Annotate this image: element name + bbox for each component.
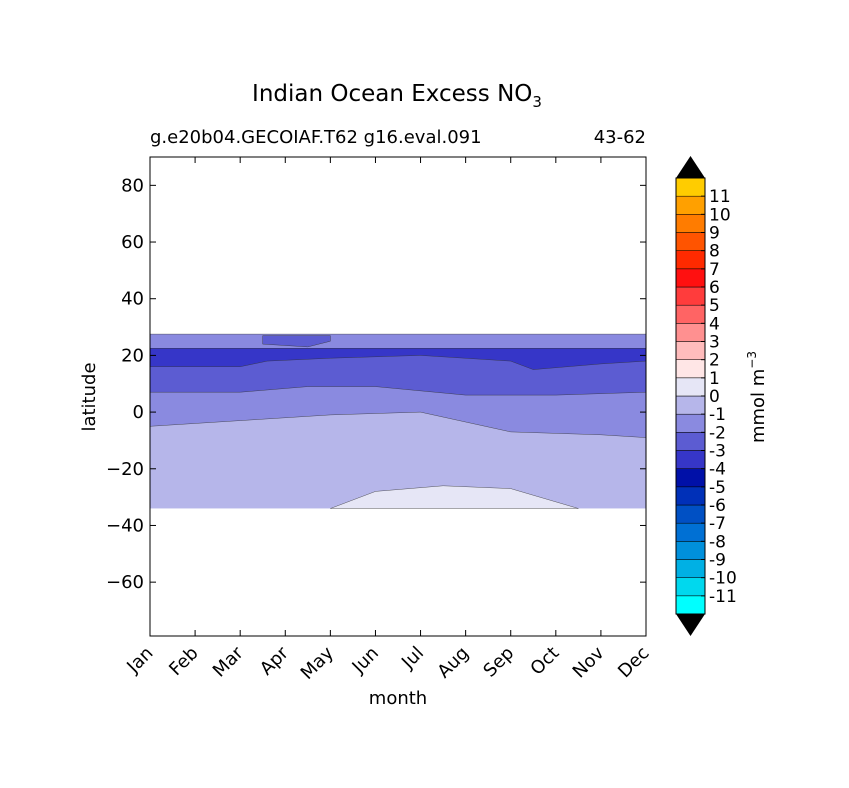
colorbar-tick-label: -11 xyxy=(709,587,737,607)
colorbar-tick-label: -3 xyxy=(709,442,726,462)
x-tick-label: May xyxy=(297,642,338,683)
colorbar-tick-label: 9 xyxy=(709,224,720,244)
x-tick-label: Nov xyxy=(569,642,609,682)
colorbar-tick-label: -8 xyxy=(709,532,726,552)
colorbar-extend-top xyxy=(676,156,705,178)
colorbar-swatch xyxy=(675,268,706,288)
contour-band-4 xyxy=(330,485,579,509)
colorbar-swatch xyxy=(675,195,706,215)
colorbar-tick-label: 5 xyxy=(709,296,720,316)
colorbar-tick-label: 1 xyxy=(709,369,720,389)
colorbar-tick-label: 3 xyxy=(709,333,720,353)
colorbar-swatch xyxy=(675,232,706,251)
colorbar-tick-label: -7 xyxy=(709,514,726,534)
x-tick-label: Apr xyxy=(256,642,293,679)
colorbar-tick-label: -10 xyxy=(709,569,737,589)
colorbar-swatch xyxy=(675,413,706,433)
colorbar-swatch xyxy=(675,250,706,270)
colorbar-tick-label: -6 xyxy=(709,496,726,516)
colorbar-swatch xyxy=(675,450,706,469)
x-tick-label: Oct xyxy=(526,643,563,680)
colorbar-swatch xyxy=(675,559,706,578)
colorbar-swatch xyxy=(675,541,706,560)
colorbar-tick-label: 8 xyxy=(709,242,720,262)
y-tick-label: 80 xyxy=(121,175,144,196)
plot-frame xyxy=(149,156,647,637)
colorbar-swatch xyxy=(675,286,706,306)
y-tick-label: 20 xyxy=(121,345,144,366)
colorbar-swatch xyxy=(675,432,706,451)
colorbar-swatch xyxy=(675,377,706,397)
y-tick-label: 40 xyxy=(121,289,144,310)
colorbar-swatch xyxy=(675,468,706,488)
contour-fills xyxy=(149,333,647,509)
colorbar-swatch xyxy=(675,595,706,615)
colorbar-swatch xyxy=(675,359,706,379)
x-tick-label: Jul xyxy=(397,643,428,674)
chart-title-subscript: 3 xyxy=(532,93,542,111)
colorbar-extend-bottom xyxy=(676,614,705,636)
colorbar-label-exponent: −3 xyxy=(745,351,759,369)
x-tick-label: Sep xyxy=(479,643,518,682)
colorbar-tick-label: -5 xyxy=(709,478,726,498)
x-tick-label: Jan xyxy=(122,643,157,678)
chart-subtitle-left: g.e20b04.GECOIAF.T62 g16.eval.091 xyxy=(150,127,482,148)
colorbar-swatch xyxy=(675,504,706,524)
chart-subtitle-right: 43-62 xyxy=(594,127,646,148)
colorbar-tick-label: 2 xyxy=(709,351,720,371)
colorbar-swatch xyxy=(675,304,706,324)
colorbar-tick-label: 7 xyxy=(709,260,720,280)
colorbar-label: mmol m−3 xyxy=(745,351,769,443)
colorbar-swatch xyxy=(675,486,706,506)
x-tick-label: Feb xyxy=(165,643,202,680)
colorbar-swatch xyxy=(675,323,706,342)
colorbar-tick-label: -4 xyxy=(709,460,726,480)
colorbar-tick-label: -2 xyxy=(709,423,726,443)
colorbar-tick-label: -9 xyxy=(709,551,726,571)
colorbar-tick-label: 10 xyxy=(709,205,731,225)
x-axis-label: month xyxy=(369,688,427,709)
colorbar-tick-label: 4 xyxy=(709,314,720,334)
colorbar-swatch xyxy=(675,395,706,415)
chart-title: Indian Ocean Excess NO3 xyxy=(252,81,542,111)
colorbar-tick-label: 0 xyxy=(709,387,720,407)
contour-band-3 xyxy=(262,335,331,348)
colorbar-tick-label: 11 xyxy=(709,187,731,207)
colorbar-swatch xyxy=(675,577,706,597)
y-tick-label: 0 xyxy=(133,402,144,423)
colorbar-tick-label: 6 xyxy=(709,278,720,298)
y-tick-label: −20 xyxy=(106,459,144,480)
colorbar-swatch xyxy=(675,177,706,197)
plot-area: 80 60 40 20 0 −20 −40 −60 Jan Feb Mar Apr May Jun Jul… xyxy=(106,156,654,684)
y-axis-label: latitude xyxy=(79,362,100,431)
y-tick-label: −40 xyxy=(106,515,144,536)
y-tick-label: −60 xyxy=(106,572,144,593)
x-tick-label: Mar xyxy=(209,642,248,681)
x-tick-label: Jun xyxy=(348,643,383,678)
x-tick-label: Dec xyxy=(614,643,653,682)
colorbar-swatch xyxy=(675,341,706,360)
colorbar-swatch xyxy=(675,522,706,542)
colorbar-tick-label: -1 xyxy=(709,405,726,425)
y-axis: 80 60 40 20 0 −20 −40 −60 xyxy=(106,175,646,593)
colorbar-swatch xyxy=(675,214,706,233)
y-tick-label: 60 xyxy=(121,232,144,253)
x-tick-label: Aug xyxy=(433,643,473,683)
